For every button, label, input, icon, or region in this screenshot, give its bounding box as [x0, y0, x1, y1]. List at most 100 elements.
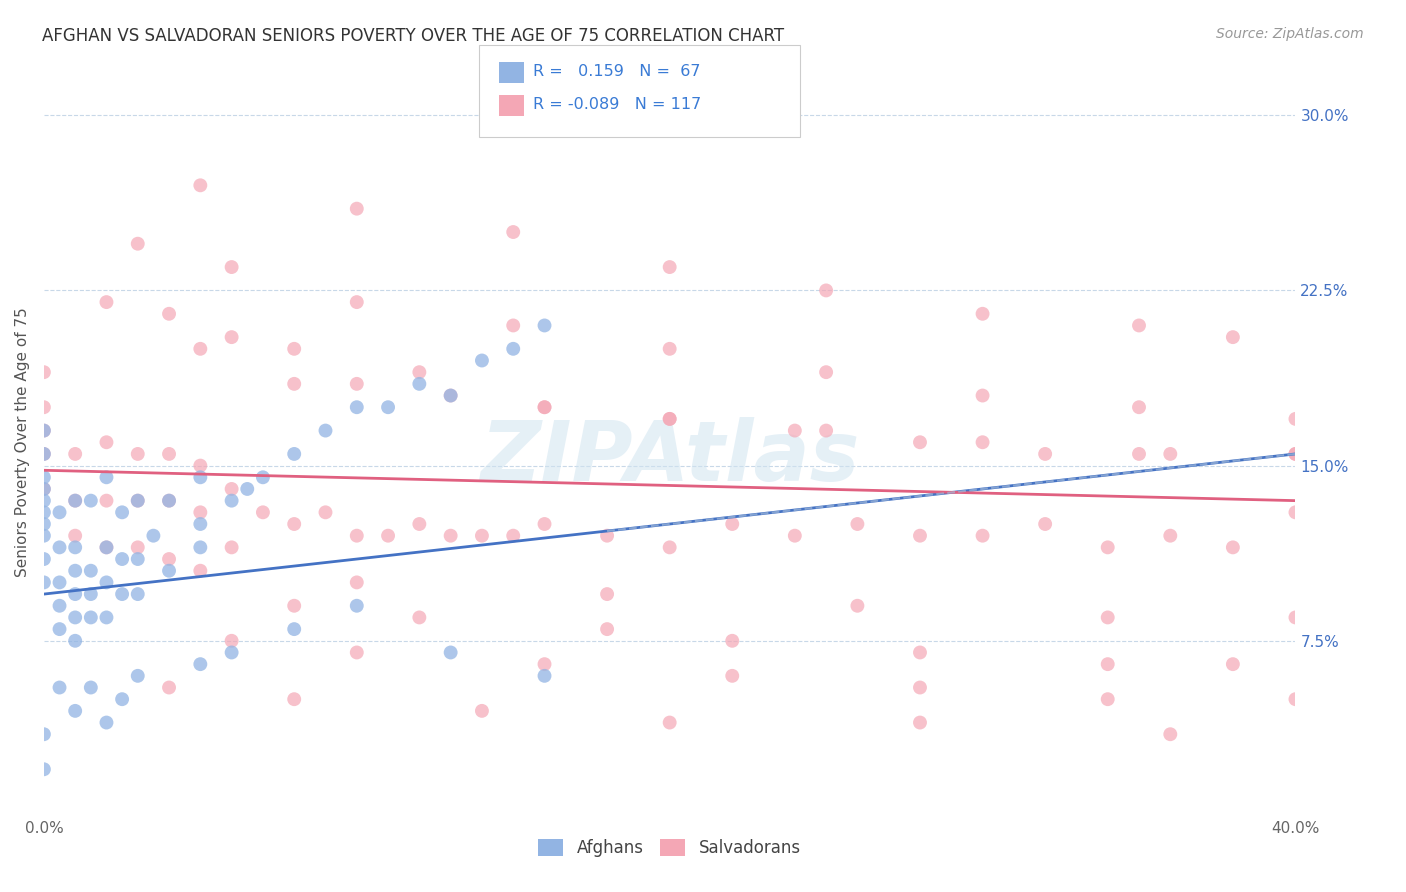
- Text: Source: ZipAtlas.com: Source: ZipAtlas.com: [1216, 27, 1364, 41]
- Point: [157, 681, 180, 695]
- Point: [1128, 447, 1150, 461]
- Point: [96, 575, 118, 590]
- Point: [815, 424, 838, 438]
- Point: [236, 482, 259, 496]
- Point: [346, 529, 368, 543]
- Point: [80, 493, 103, 508]
- Point: [32, 424, 55, 438]
- Point: [440, 388, 463, 402]
- Point: [533, 401, 555, 415]
- Point: [1284, 412, 1306, 426]
- Point: [188, 458, 211, 473]
- Y-axis label: Seniors Poverty Over the Age of 75: Seniors Poverty Over the Age of 75: [15, 308, 30, 577]
- Point: [533, 657, 555, 672]
- Point: [1097, 541, 1119, 555]
- Point: [283, 376, 305, 391]
- Point: [32, 727, 55, 741]
- Point: [533, 318, 555, 333]
- Point: [346, 376, 368, 391]
- Point: [157, 493, 180, 508]
- Point: [658, 342, 681, 356]
- Point: [1284, 505, 1306, 519]
- Point: [533, 669, 555, 683]
- Point: [32, 529, 55, 543]
- Point: [188, 342, 211, 356]
- Point: [596, 622, 619, 636]
- Point: [815, 284, 838, 298]
- Point: [283, 599, 305, 613]
- Point: [221, 493, 243, 508]
- Point: [221, 633, 243, 648]
- Point: [502, 225, 524, 239]
- Point: [63, 633, 86, 648]
- Point: [32, 575, 55, 590]
- Point: [440, 529, 463, 543]
- Point: [111, 552, 134, 566]
- Point: [127, 447, 149, 461]
- Point: [252, 470, 274, 484]
- Point: [533, 516, 555, 531]
- Point: [502, 529, 524, 543]
- Point: [908, 715, 931, 730]
- Point: [783, 529, 806, 543]
- Point: [32, 482, 55, 496]
- Point: [658, 412, 681, 426]
- Point: [596, 587, 619, 601]
- Point: [972, 529, 994, 543]
- Point: [283, 342, 305, 356]
- Point: [721, 516, 744, 531]
- Point: [252, 505, 274, 519]
- Point: [127, 493, 149, 508]
- Point: [846, 599, 869, 613]
- Point: [63, 529, 86, 543]
- Point: [377, 529, 399, 543]
- Legend: Afghans, Salvadorans: Afghans, Salvadorans: [531, 832, 807, 863]
- Point: [63, 493, 86, 508]
- Point: [1284, 447, 1306, 461]
- Point: [346, 295, 368, 310]
- Point: [1159, 727, 1181, 741]
- Point: [1222, 541, 1244, 555]
- Point: [221, 482, 243, 496]
- Point: [346, 202, 368, 216]
- Point: [1159, 529, 1181, 543]
- Point: [157, 307, 180, 321]
- Point: [96, 493, 118, 508]
- Point: [127, 493, 149, 508]
- Point: [908, 529, 931, 543]
- Point: [440, 645, 463, 659]
- Point: [63, 541, 86, 555]
- Point: [408, 610, 430, 624]
- Point: [908, 435, 931, 450]
- Point: [32, 470, 55, 484]
- Point: [283, 516, 305, 531]
- Point: [346, 575, 368, 590]
- Point: [221, 645, 243, 659]
- Point: [1222, 657, 1244, 672]
- Point: [658, 541, 681, 555]
- Point: [1284, 692, 1306, 706]
- Point: [471, 704, 494, 718]
- Point: [127, 541, 149, 555]
- Text: ZIPAtlas: ZIPAtlas: [479, 417, 859, 498]
- Point: [48, 681, 70, 695]
- Point: [32, 516, 55, 531]
- Point: [1159, 447, 1181, 461]
- Point: [63, 704, 86, 718]
- Point: [111, 505, 134, 519]
- Point: [346, 401, 368, 415]
- Point: [157, 447, 180, 461]
- Point: [111, 587, 134, 601]
- Point: [471, 353, 494, 368]
- Point: [658, 260, 681, 274]
- Point: [846, 516, 869, 531]
- Point: [346, 599, 368, 613]
- Point: [32, 482, 55, 496]
- Point: [32, 762, 55, 776]
- Point: [502, 342, 524, 356]
- Point: [377, 401, 399, 415]
- Point: [32, 505, 55, 519]
- Point: [658, 412, 681, 426]
- Point: [315, 505, 337, 519]
- Point: [96, 295, 118, 310]
